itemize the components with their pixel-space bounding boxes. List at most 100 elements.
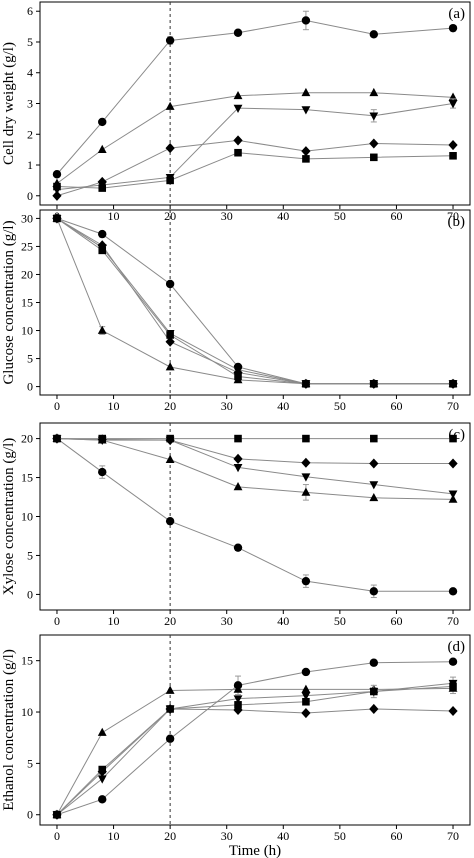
series-triangle-up: [52, 682, 458, 819]
y-axis-title: Xylose concentration (g/l): [1, 438, 17, 595]
data-point-diamond: [233, 135, 243, 146]
data-point-square: [53, 810, 61, 819]
x-tick-label: 40: [277, 614, 289, 628]
series-triangle-up: [52, 433, 458, 503]
x-tick-label: 0: [54, 399, 60, 413]
y-tick-label: 5: [27, 756, 33, 770]
y-tick-label: 5: [27, 548, 33, 562]
data-point-square: [166, 705, 174, 713]
series-line: [56, 139, 454, 197]
data-point-triangle-down: [369, 481, 379, 490]
series-line: [56, 438, 454, 495]
x-tick-label: 40: [277, 829, 289, 843]
x-tick-label: 50: [334, 829, 346, 843]
data-point-circle: [369, 658, 379, 667]
series-line: [56, 438, 454, 592]
series-line: [56, 217, 454, 385]
chart-panel-4: 0 10 20 30 40 50 60 70 0 5 10 15 Ethanol concentrati…: [1, 634, 471, 858]
plot-frame: [39, 209, 471, 396]
x-tick-label: 60: [390, 614, 402, 628]
y-tick-label: 10: [21, 705, 33, 719]
data-point-diamond: [233, 453, 243, 464]
x-tick-label: 70: [447, 399, 459, 413]
data-point-circle: [448, 657, 458, 666]
data-point-triangle-up: [233, 684, 243, 693]
x-tick-label: 30: [221, 614, 233, 628]
data-point-diamond: [301, 708, 311, 719]
y-tick-label: 10: [21, 510, 33, 524]
plot-frame: [39, 1, 471, 206]
data-point-diamond: [369, 138, 379, 149]
y-tick-label: 5: [27, 35, 33, 49]
y-tick-label: 6: [27, 4, 33, 18]
data-point-square: [53, 182, 61, 191]
series-diamond: [52, 213, 458, 389]
x-tick-label: 60: [390, 399, 402, 413]
data-point-triangle-down: [97, 775, 107, 784]
data-point-square: [370, 434, 378, 443]
data-point-triangle-up: [369, 87, 379, 97]
data-point-circle: [301, 16, 311, 25]
data-point-square: [449, 152, 457, 160]
y-tick-label: 5: [27, 352, 33, 366]
x-tick-label: 60: [390, 829, 402, 843]
series-triangle-down: [52, 435, 458, 499]
y-tick-label: 0: [27, 808, 33, 822]
data-point-square: [302, 434, 310, 443]
data-point-square: [166, 331, 174, 339]
data-point-circle: [98, 467, 107, 477]
data-point-square: [302, 697, 310, 706]
data-point-circle: [301, 576, 311, 586]
x-tick-label: 10: [108, 614, 120, 628]
y-tick-label: 20: [21, 267, 33, 281]
data-point-circle: [233, 543, 243, 552]
series-line: [56, 103, 454, 191]
x-tick-label: 40: [277, 209, 289, 223]
series-line: [56, 438, 454, 500]
data-point-triangle-up: [233, 482, 243, 491]
data-point-triangle-up: [165, 454, 175, 463]
series-line: [56, 685, 454, 816]
series-square: [53, 434, 457, 443]
data-point-square: [234, 372, 242, 381]
data-point-triangle-up: [97, 144, 107, 153]
chart-panel-2: 0 10 20 30 40 50 60 70 0 5 10 15 20 25 30 Glucose conce…: [1, 209, 471, 413]
chart-panel-1: 0102030405060700123456Cell dry weight (g…: [1, 1, 471, 223]
series-triangle-down: [52, 676, 458, 820]
data-point-diamond: [448, 705, 458, 717]
y-tick-label: 15: [21, 296, 33, 310]
x-tick-label: 30: [221, 829, 233, 843]
data-point-square: [449, 380, 457, 388]
series-line: [56, 708, 454, 816]
data-point-triangle-up: [301, 87, 311, 97]
data-point-square: [234, 434, 242, 443]
data-point-triangle-up: [165, 685, 175, 694]
x-tick-label: 20: [164, 829, 176, 843]
panel-label: (d): [448, 639, 466, 655]
data-point-circle: [369, 587, 379, 596]
y-tick-label: 0: [27, 587, 33, 601]
data-point-square: [370, 687, 378, 696]
series-line: [56, 92, 454, 184]
data-point-triangle-down: [301, 692, 311, 701]
x-tick-label: 70: [447, 209, 459, 223]
series-circle: [52, 434, 458, 599]
series-diamond: [52, 135, 458, 201]
data-point-square: [370, 153, 378, 162]
data-point-circle: [165, 734, 175, 743]
plot-frame: [39, 422, 471, 611]
data-point-diamond: [301, 457, 311, 468]
x-tick-label: 10: [108, 399, 120, 413]
x-tick-label: 10: [108, 829, 120, 843]
panel-label: (b): [448, 214, 466, 230]
x-tick-label: 50: [334, 614, 346, 628]
series-triangle-up: [52, 87, 458, 187]
data-point-circle: [369, 30, 379, 39]
series-triangle-down: [52, 215, 458, 389]
data-point-triangle-down: [233, 104, 243, 113]
data-point-circle: [52, 170, 62, 179]
data-point-triangle-up: [97, 325, 107, 334]
data-point-circle: [448, 587, 458, 596]
chart-panel-3: 0 10 20 30 40 50 60 70 0 5 10 15 20 Xylose concentrat…: [1, 422, 471, 628]
data-point-diamond: [369, 458, 379, 469]
